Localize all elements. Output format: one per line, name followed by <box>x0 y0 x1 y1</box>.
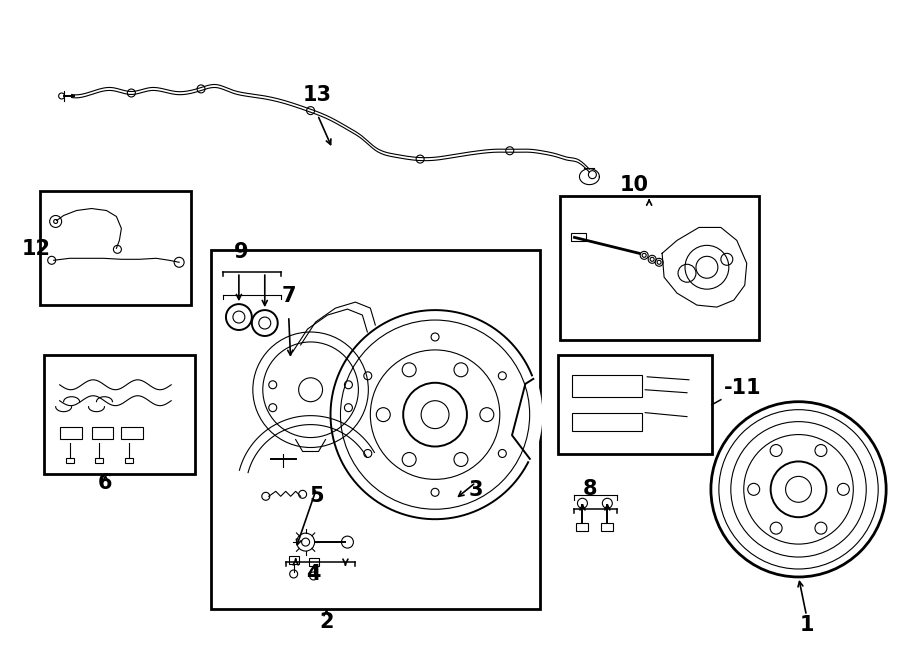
Text: 2: 2 <box>320 611 334 632</box>
Text: 13: 13 <box>303 85 332 105</box>
Text: 9: 9 <box>234 243 248 262</box>
Bar <box>92 426 113 438</box>
Bar <box>95 459 104 463</box>
Text: 6: 6 <box>98 473 112 493</box>
Text: -11: -11 <box>724 377 761 398</box>
Bar <box>557 355 712 455</box>
Bar <box>572 233 587 241</box>
Text: 7: 7 <box>282 286 296 306</box>
Text: 12: 12 <box>22 239 50 259</box>
Bar <box>40 190 191 305</box>
Text: 8: 8 <box>583 479 598 499</box>
Text: 4: 4 <box>306 564 320 584</box>
Circle shape <box>786 477 812 502</box>
Circle shape <box>421 401 449 428</box>
Text: 5: 5 <box>310 486 324 506</box>
Bar <box>601 524 613 531</box>
Text: 1: 1 <box>799 615 814 635</box>
Bar <box>44 355 195 475</box>
Bar <box>59 426 82 438</box>
Bar <box>560 196 759 340</box>
Bar <box>125 459 133 463</box>
Bar <box>66 459 74 463</box>
Bar <box>309 558 319 566</box>
Text: 3: 3 <box>469 481 483 500</box>
Bar <box>577 524 589 531</box>
Bar <box>122 426 143 438</box>
Bar <box>289 556 299 564</box>
Bar <box>211 251 540 609</box>
Text: 10: 10 <box>620 175 649 194</box>
